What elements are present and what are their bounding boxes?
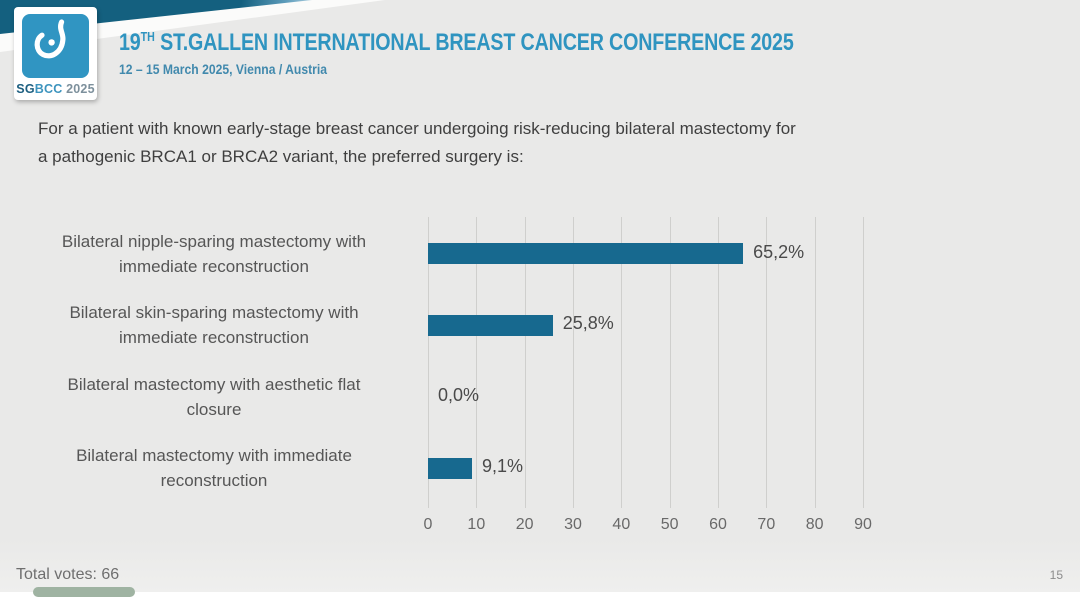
category-label-line: Bilateral mastectomy with aesthetic flat — [67, 374, 361, 394]
gridline-x40 — [621, 217, 623, 508]
category-label: Bilateral mastectomy with aesthetic flat… — [16, 372, 412, 422]
bar-0 — [428, 243, 744, 264]
x-axis-tick-50: 50 — [660, 516, 679, 533]
title-number: 19 — [119, 29, 141, 56]
x-axis-tick-90: 90 — [854, 516, 872, 533]
value-label-2: 0,0% — [438, 384, 480, 405]
logo-wordmark: SGBCC 2025 — [14, 82, 97, 96]
category-label-line: immediate reconstruction — [119, 328, 309, 347]
gridline-x90 — [863, 217, 864, 508]
category-label-line: Bilateral nipple-sparing mastectomy with — [61, 231, 367, 251]
gridline-x0 — [428, 217, 429, 508]
footer-underline-pill — [33, 587, 135, 597]
gridline-x20 — [524, 217, 526, 508]
gridline-x10 — [476, 217, 478, 508]
gridline-x80 — [814, 217, 816, 508]
x-axis-tick-80: 80 — [805, 516, 824, 533]
category-label-line: closure — [186, 399, 242, 419]
gridline-x30 — [573, 217, 574, 508]
title-ordinal: TH — [140, 29, 155, 44]
x-axis-tick-30: 30 — [564, 516, 582, 533]
category-label-line: Bilateral skin-sparing mastectomy with — [69, 303, 359, 322]
gridline-x60 — [718, 217, 719, 508]
x-axis-tick-40: 40 — [612, 516, 631, 533]
category-label: Bilateral nipple-sparing mastectomy with… — [16, 229, 412, 279]
gridline-x70 — [766, 217, 768, 508]
x-axis-tick-10: 10 — [467, 516, 486, 533]
conference-date-location: 12 – 15 March 2025, Vienna / Austria — [119, 62, 328, 77]
slide-page-number: 15 — [1049, 568, 1063, 582]
logo-sg-text: SG — [16, 82, 35, 96]
gridline-x50 — [669, 217, 671, 508]
poll-question: For a patient with known early-stage bre… — [38, 115, 796, 171]
category-label: Bilateral skin-sparing mastectomy with im… — [16, 300, 412, 350]
x-axis-tick-60: 60 — [709, 516, 727, 533]
poll-question-line1: For a patient with known early-stage bre… — [38, 119, 796, 138]
x-axis-tick-0: 0 — [423, 516, 433, 533]
x-axis-tick-20: 20 — [515, 516, 534, 533]
value-label-3: 9,1% — [481, 456, 523, 476]
category-label: Bilateral mastectomy with immediate recon… — [16, 443, 412, 493]
x-axis-tick-70: 70 — [757, 516, 776, 533]
value-label-0: 65,2% — [753, 241, 805, 262]
title-text: ST.GALLEN INTERNATIONAL BREAST CANCER CO… — [154, 29, 794, 56]
bar-1 — [428, 314, 553, 336]
total-votes-label: Total votes: 66 — [16, 566, 120, 583]
poll-question-line2: a pathogenic BRCA1 or BRCA2 variant, the… — [38, 147, 524, 166]
value-label-1: 25,8% — [562, 313, 614, 333]
category-label-line: immediate reconstruction — [119, 256, 309, 276]
category-label-line: Bilateral mastectomy with immediate — [76, 446, 352, 465]
sgbcc-logo-card: SGBCC 2025 — [14, 7, 97, 100]
conference-title: 19TH ST.GALLEN INTERNATIONAL BREAST CANC… — [119, 29, 794, 57]
logo-bcc-text: BCC — [34, 82, 63, 96]
sgbcc-drop-logo-icon — [22, 14, 89, 78]
logo-year-text: 2025 — [62, 82, 95, 96]
category-label-line: reconstruction — [160, 471, 268, 490]
bar-3 — [428, 457, 472, 479]
